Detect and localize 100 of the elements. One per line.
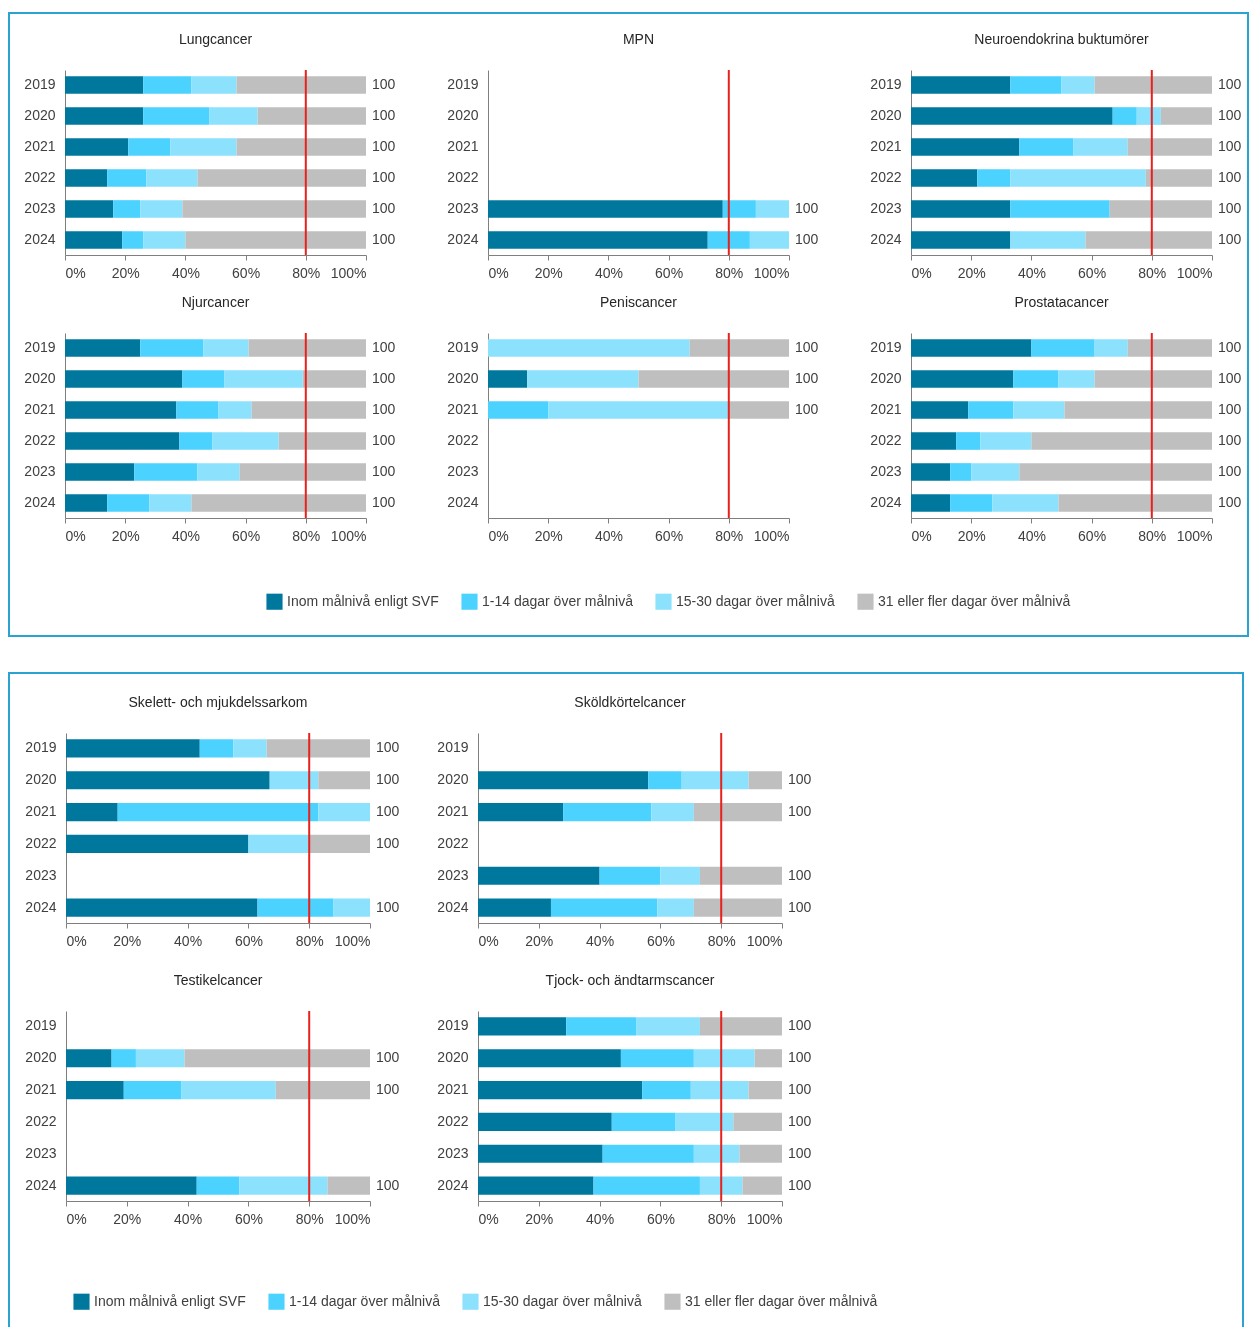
total-label: 100 (788, 771, 812, 788)
x-tick-label: 80% (295, 932, 324, 949)
total-label: 100 (376, 1081, 400, 1098)
x-tick-label: 60% (234, 932, 263, 949)
total-label: 100 (372, 401, 396, 418)
x-tick-label: 0% (911, 527, 932, 544)
x-tick-label: 60% (1078, 527, 1107, 544)
y-tick-label: 2022 (24, 431, 56, 448)
y-tick-label: 2023 (870, 462, 902, 479)
legend-label: 31 eller fler dagar över målnivå (685, 1292, 878, 1309)
chart-title: Skelett- och mjukdelssarkom (128, 694, 308, 710)
total-label: 100 (1218, 107, 1242, 124)
total-label: 100 (372, 168, 396, 185)
x-tick-label: 20% (113, 1210, 142, 1227)
x-tick-label: 40% (1017, 527, 1046, 544)
y-tick-label: 2020 (447, 370, 479, 387)
x-tick-label: 20% (534, 527, 563, 544)
y-tick-label: 2019 (25, 739, 57, 756)
y-tick-label: 2020 (25, 771, 57, 788)
x-tick-label: 20% (111, 527, 140, 544)
x-tick-label: 40% (586, 1210, 615, 1227)
chart-title: Tjock- och ändtarmscancer (545, 972, 715, 988)
total-label: 100 (372, 431, 396, 448)
y-tick-label: 2019 (870, 76, 902, 93)
x-tick-label: 80% (292, 527, 321, 544)
x-tick-label: 60% (655, 264, 684, 281)
y-tick-label: 2020 (437, 771, 469, 788)
y-tick-label: 2020 (24, 107, 56, 124)
x-tick-label: 100% (746, 932, 783, 949)
y-tick-label: 2021 (437, 803, 469, 820)
x-tick-label: 20% (534, 264, 563, 281)
y-tick-label: 2024 (447, 493, 479, 510)
total-label: 100 (372, 462, 396, 479)
chart-title: Testikelcancer (173, 972, 263, 988)
total-label: 100 (376, 1049, 400, 1066)
x-tick-label: 60% (232, 264, 261, 281)
y-tick-label: 2024 (25, 1176, 57, 1193)
y-tick-label: 2021 (870, 138, 902, 155)
y-tick-label: 2020 (870, 107, 902, 124)
y-tick-label: 2020 (24, 370, 56, 387)
x-tick-label: 20% (111, 264, 140, 281)
y-tick-label: 2019 (437, 1017, 469, 1034)
x-tick-label: 40% (174, 932, 203, 949)
x-tick-label: 20% (957, 264, 986, 281)
y-tick-label: 2021 (25, 803, 57, 820)
y-tick-label: 2019 (24, 76, 56, 93)
x-tick-label: 80% (707, 1210, 736, 1227)
x-tick-label: 0% (66, 1210, 87, 1227)
y-tick-label: 2019 (437, 739, 469, 756)
y-tick-label: 2023 (447, 462, 479, 479)
total-label: 100 (795, 370, 819, 387)
y-tick-label: 2020 (870, 370, 902, 387)
y-tick-label: 2022 (437, 1112, 469, 1129)
y-tick-label: 2022 (447, 431, 479, 448)
x-tick-label: 20% (957, 527, 986, 544)
x-tick-label: 0% (488, 527, 509, 544)
y-tick-label: 2020 (447, 107, 479, 124)
chart-title: Neuroendokrina buktumörer (974, 31, 1149, 47)
x-tick-label: 0% (478, 1210, 499, 1227)
total-label: 100 (372, 370, 396, 387)
chart-title: Njurcancer (181, 294, 250, 310)
total-label: 100 (795, 199, 819, 216)
total-label: 100 (372, 107, 396, 124)
y-tick-label: 2022 (437, 834, 469, 851)
total-label: 100 (1218, 339, 1242, 356)
y-tick-label: 2023 (870, 199, 902, 216)
total-label: 100 (788, 898, 812, 915)
total-label: 100 (788, 866, 812, 883)
x-tick-label: 80% (1138, 264, 1167, 281)
total-label: 100 (1218, 431, 1242, 448)
x-tick-label: 0% (66, 932, 87, 949)
chart-title: MPN (622, 31, 655, 47)
x-tick-label: 100% (746, 1210, 783, 1227)
y-tick-label: 2019 (25, 1017, 57, 1034)
legend-label: 31 eller fler dagar över målnivå (878, 592, 1071, 609)
y-tick-label: 2023 (24, 199, 56, 216)
x-tick-label: 100% (753, 264, 790, 281)
total-label: 100 (1218, 76, 1242, 93)
total-label: 100 (1218, 168, 1242, 185)
x-tick-label: 0% (478, 932, 499, 949)
y-tick-label: 2021 (447, 138, 479, 155)
x-tick-label: 80% (715, 264, 744, 281)
y-tick-label: 2021 (24, 138, 56, 155)
total-label: 100 (376, 803, 400, 820)
x-tick-label: 60% (655, 527, 684, 544)
chart-title: Lungcancer (178, 31, 253, 47)
y-tick-label: 2021 (24, 401, 56, 418)
y-tick-label: 2021 (447, 401, 479, 418)
total-label: 100 (372, 230, 396, 247)
x-tick-label: 40% (586, 932, 615, 949)
total-label: 100 (788, 1176, 812, 1193)
x-tick-label: 80% (715, 527, 744, 544)
y-tick-label: 2021 (25, 1081, 57, 1098)
total-label: 100 (788, 1081, 812, 1098)
y-tick-label: 2023 (437, 1144, 469, 1161)
x-tick-label: 0% (65, 264, 86, 281)
y-tick-label: 2019 (447, 76, 479, 93)
legend-label: 1-14 dagar över målnivå (289, 1292, 441, 1309)
total-label: 100 (788, 1144, 812, 1161)
legend-label: 1-14 dagar över målnivå (482, 592, 634, 609)
